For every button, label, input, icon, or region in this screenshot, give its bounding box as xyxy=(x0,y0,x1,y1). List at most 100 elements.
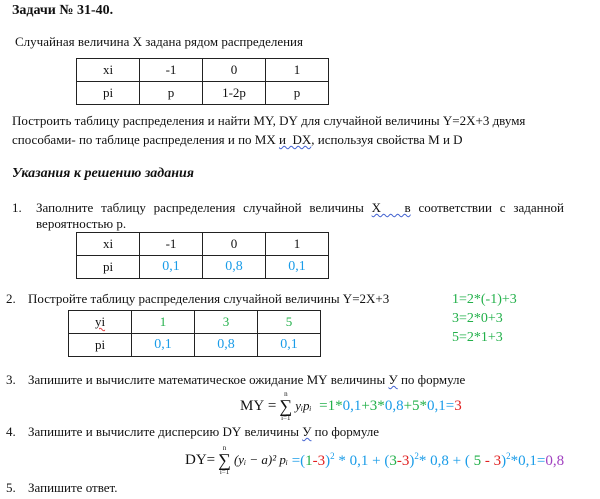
calc-segment: 2 xyxy=(414,450,419,461)
sum-lower: i=1 xyxy=(281,414,291,422)
y-calculation: 3=2*0+3 xyxy=(452,311,503,326)
calc-segment: 0,8 xyxy=(545,452,565,469)
table-cell: pi xyxy=(76,255,140,279)
calc-segment: ) xyxy=(501,452,507,469)
table-cell: pi xyxy=(68,333,132,357)
table-cell: xi xyxy=(76,232,140,256)
sigma: ∑ xyxy=(279,396,293,416)
table-cell: yi xyxy=(68,310,132,334)
calc-segment: 0,1 xyxy=(342,397,362,414)
calc-segment: -3 xyxy=(396,452,410,469)
step-5-text: Запишите ответ. xyxy=(28,480,118,495)
calc-segment: ) xyxy=(325,452,331,469)
table-cell: 3 xyxy=(194,310,258,334)
table-cell: pi xyxy=(76,81,140,105)
table-cell: -1 xyxy=(139,232,203,256)
text: Запишите и вычислите математическое ожид… xyxy=(28,372,389,387)
my-calculation: =1*0,1+3*0,8+5*0,1=3 xyxy=(312,398,462,415)
sum-upper: n xyxy=(284,390,288,398)
calc-segment: -3 xyxy=(312,452,326,469)
text: Заполните таблицу распределения случайно… xyxy=(36,200,372,215)
calc-segment: - 3 xyxy=(481,452,502,469)
calc-segment: 3 xyxy=(454,397,462,414)
table-cell: 1-2p xyxy=(202,81,266,105)
task-line-1: Построить таблицу распределения и найти … xyxy=(12,113,526,128)
table-cell: 1 xyxy=(131,310,195,334)
step-3-text: Запишите и вычислите математическое ожид… xyxy=(28,372,465,388)
table-cell: 1 xyxy=(265,232,329,256)
step-1-text: Заполните таблицу распределения случайно… xyxy=(36,200,564,216)
table-cell: 0 xyxy=(202,232,266,256)
step-number: 3. xyxy=(6,372,16,387)
calc-segment: 3 xyxy=(389,452,397,469)
calc-segment: 2 xyxy=(330,450,335,461)
sum-lower: i=1 xyxy=(219,468,230,476)
text: Запишите и вычислите дисперсию DY величи… xyxy=(28,424,303,439)
table-cell: p xyxy=(265,81,329,105)
text: У xyxy=(302,424,312,439)
table-cell: 0,1 xyxy=(139,255,203,279)
formula-term: yᵢpᵢ xyxy=(295,398,312,413)
table-cell: 0,8 xyxy=(194,333,258,357)
calc-segment: * 0,8 + ( xyxy=(418,452,474,469)
distribution-table-y: yi 1 3 5 pi 0,1 0,8 0,1 xyxy=(68,310,321,357)
y-calculation: 5=2*1+3 xyxy=(452,330,503,345)
sigma: ∑ xyxy=(218,450,231,470)
dy-calculation: =(1-3)2 * 0,1 + (3-3)2* 0,8 + ( 5 - 3)2*… xyxy=(288,451,564,470)
table-cell: 0,1 xyxy=(265,255,329,279)
table-cell: p xyxy=(139,81,203,105)
calc-segment: +3* xyxy=(361,397,385,414)
formula-term: (yᵢ − a)² pᵢ xyxy=(233,452,288,467)
hints-heading: Указания к решению задания xyxy=(12,166,195,181)
table-cell: 0,1 xyxy=(257,333,321,357)
calc-segment: *0,1= xyxy=(510,452,546,469)
page-title: Задачи № 31-40. xyxy=(12,3,114,18)
text: по формуле xyxy=(311,424,380,439)
step-number: 5. xyxy=(6,480,16,495)
text: по формуле xyxy=(397,372,466,387)
text: и DX xyxy=(279,132,312,147)
text: , используя свойства M и D xyxy=(311,132,463,147)
task-line-2: способами- по таблице распределения и по… xyxy=(12,132,463,148)
step-number: 1. xyxy=(12,200,22,215)
table-cell: xi xyxy=(76,58,140,82)
table-cell: 5 xyxy=(257,310,321,334)
text: соответствии с заданной xyxy=(410,200,564,215)
table-cell: 0,8 xyxy=(202,255,266,279)
step-4-text: Запишите и вычислите дисперсию DY величи… xyxy=(28,424,379,440)
calc-segment: 0,8 xyxy=(384,397,404,414)
dy-formula: DY= n ∑ i=1 (yᵢ − a)² pᵢ =(1-3)2 * 0,1 + (3-… xyxy=(185,444,564,476)
step-number: 4. xyxy=(6,424,16,439)
calc-segment: * 0,1 + ( xyxy=(334,452,390,469)
table-cell: 0,1 xyxy=(131,333,195,357)
table-cell: 0 xyxy=(202,58,266,82)
calc-segment: 5 xyxy=(473,452,482,469)
calc-segment: 1 xyxy=(305,452,313,469)
calc-segment: ) xyxy=(409,452,415,469)
calc-segment: =1* xyxy=(311,397,343,414)
text: X в xyxy=(371,200,411,215)
sum-upper: n xyxy=(222,444,227,452)
distribution-table-x: xi -1 0 1 pi p 1-2p p xyxy=(76,58,329,105)
table-cell: 1 xyxy=(265,58,329,82)
step-number: 2. xyxy=(6,291,16,306)
calc-segment: =( xyxy=(287,452,306,469)
calc-segment: 2 xyxy=(506,450,511,461)
intro-text: Случайная величина X задана рядом распре… xyxy=(15,34,303,49)
calc-segment: 0,1 xyxy=(427,397,446,414)
step-1-text-2: вероятностью p. xyxy=(36,216,127,231)
distribution-table-x-filled: xi -1 0 1 pi 0,1 0,8 0,1 xyxy=(76,232,329,279)
text: У xyxy=(388,372,398,387)
sum-symbol: n ∑ i=1 xyxy=(279,390,292,422)
text: способами- по таблице распределения и по… xyxy=(12,132,279,147)
calc-segment: = xyxy=(445,397,455,414)
my-formula: MY = n ∑ i=1 yᵢpᵢ =1*0,1+3*0,8+5*0,1=3 xyxy=(240,390,462,422)
calc-segment: +5* xyxy=(403,397,428,414)
y-calculation: 1=2*(-1)+3 xyxy=(452,292,517,307)
step-2-text: Постройте таблицу распределения случайно… xyxy=(28,291,390,306)
sum-symbol: n ∑ i=1 xyxy=(218,444,231,476)
formula-lhs: MY = xyxy=(240,397,277,414)
formula-lhs: DY= xyxy=(185,451,216,468)
table-cell: -1 xyxy=(139,58,203,82)
